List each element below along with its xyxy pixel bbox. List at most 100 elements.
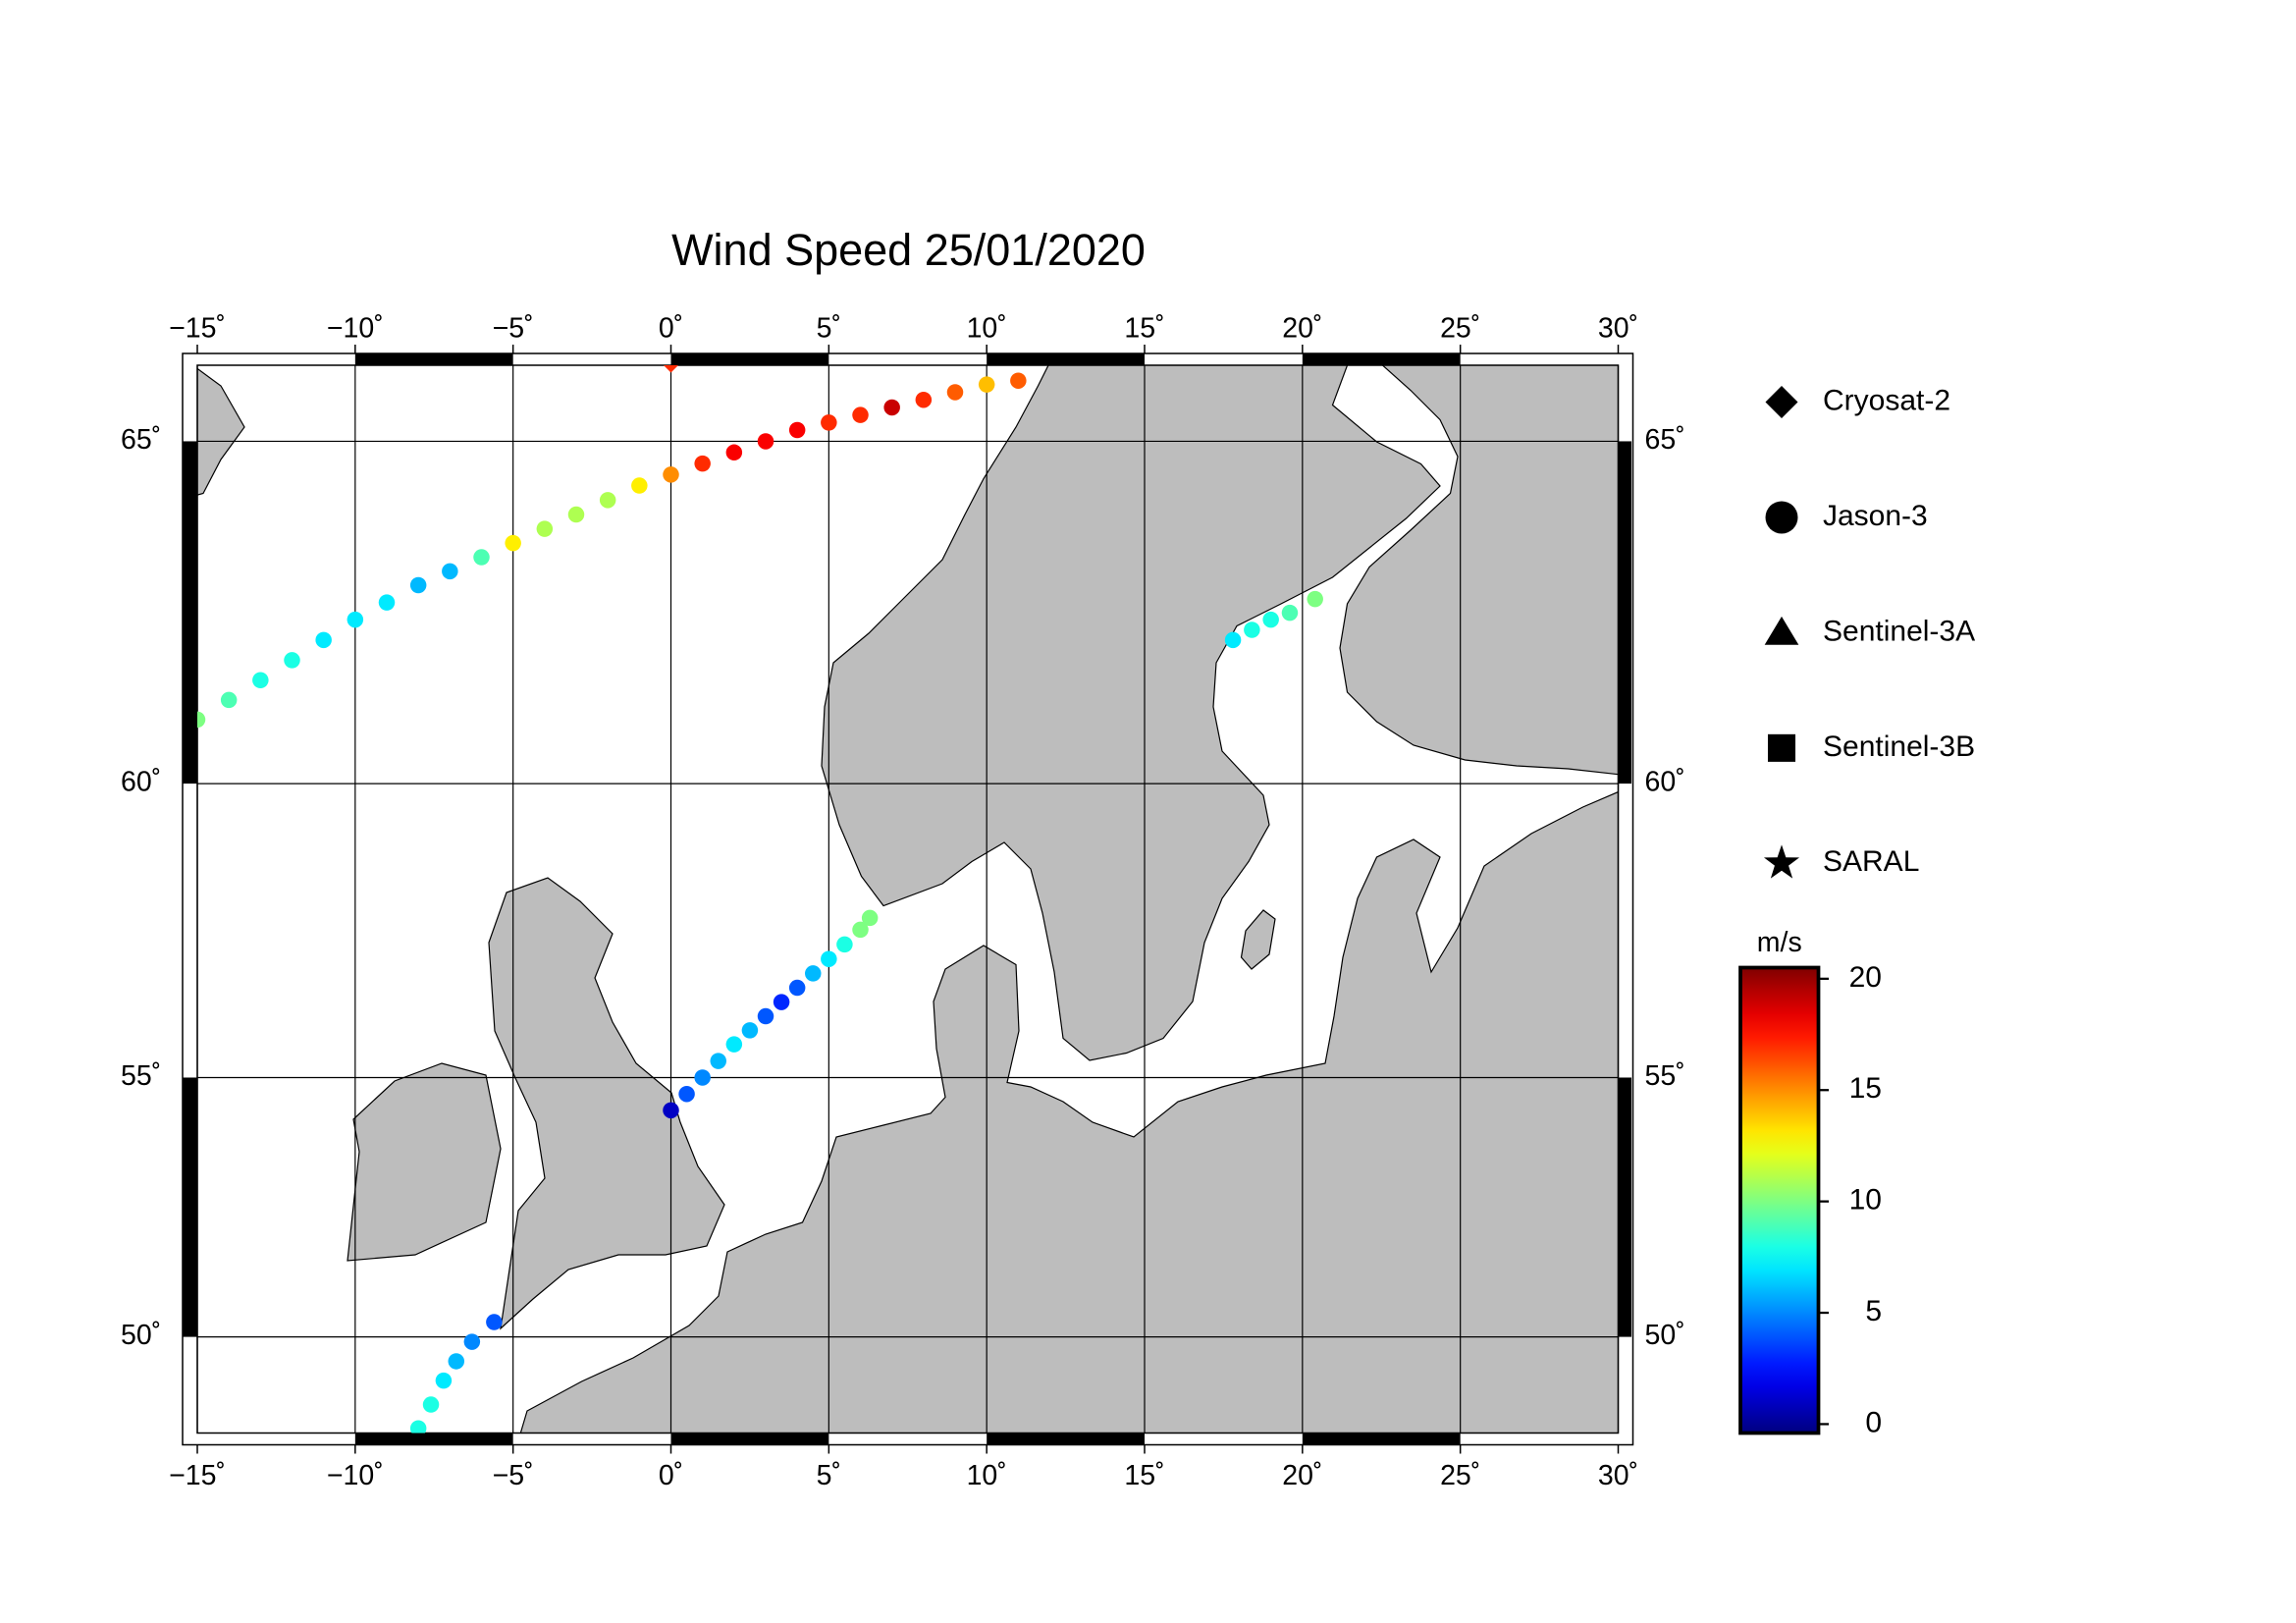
legend-label: SARAL — [1823, 845, 1919, 878]
legend-label: Cryosat-2 — [1823, 384, 1950, 416]
frame-segment — [987, 1433, 1146, 1445]
x-tick-label: 20˚ — [1282, 313, 1322, 345]
data-point — [757, 1007, 774, 1025]
data-point — [1244, 622, 1260, 638]
data-point — [946, 384, 964, 401]
legend-marker — [1767, 733, 1796, 762]
data-point — [978, 376, 995, 393]
data-point — [435, 1372, 453, 1389]
land — [197, 365, 1619, 1434]
y-tick-label: 65˚ — [121, 424, 161, 456]
data-point — [663, 466, 679, 483]
colorbar-tick-label: 5 — [1865, 1295, 1882, 1327]
data-point — [486, 1314, 503, 1330]
grid — [196, 365, 1620, 1434]
data-point — [599, 492, 616, 509]
data-point — [694, 455, 711, 472]
data-point — [567, 506, 585, 523]
y-tick-label: 50˚ — [1645, 1320, 1685, 1351]
land-finland — [1339, 365, 1619, 776]
data-point — [694, 1069, 711, 1086]
data-point — [220, 691, 238, 709]
y-tick-label: 55˚ — [121, 1060, 161, 1092]
data-point — [773, 994, 790, 1010]
frame-segment — [1618, 1077, 1632, 1337]
y-tick-label: 55˚ — [1645, 1060, 1685, 1092]
data-point — [197, 711, 206, 729]
data-point — [663, 1102, 679, 1119]
data-point — [757, 433, 774, 450]
data-point — [378, 594, 396, 611]
data-point — [821, 950, 837, 967]
data-point — [1010, 372, 1027, 389]
x-tick-label: 25˚ — [1440, 313, 1480, 345]
data-point — [315, 631, 332, 649]
land-gotland — [1240, 909, 1276, 970]
legend-marker — [1765, 386, 1798, 418]
x-tick-label: 30˚ — [1598, 313, 1638, 345]
colorbar: m/s 0 5 10 15 20 — [1738, 927, 1882, 1438]
data-point — [422, 1396, 440, 1413]
frame-segment — [1618, 441, 1632, 784]
x-tick-label: 10˚ — [967, 313, 1007, 345]
legend-marker — [1763, 844, 1800, 879]
frame-segment — [670, 353, 829, 365]
data-point — [725, 1036, 743, 1053]
legend-label: Sentinel-3B — [1823, 730, 1975, 763]
land-continent — [519, 790, 1619, 1434]
land-great-britain — [488, 877, 725, 1330]
data-point — [473, 549, 490, 566]
x-tick-label: 20˚ — [1282, 1460, 1322, 1491]
legend-marker — [1765, 501, 1798, 534]
data-point — [664, 365, 679, 373]
x-tick-label: 5˚ — [817, 313, 841, 345]
x-tick-label: 0˚ — [659, 313, 683, 345]
data-point — [883, 399, 900, 416]
legend-label: Sentinel-3A — [1823, 615, 1975, 647]
x-tick-label: −10˚ — [327, 1460, 384, 1491]
data-point — [725, 444, 743, 461]
data-point — [915, 391, 933, 408]
data-point — [442, 563, 458, 580]
data-point — [710, 1053, 727, 1069]
data-point — [631, 477, 648, 494]
data-point — [852, 921, 869, 939]
y-tick-label: 50˚ — [121, 1320, 161, 1351]
data-point — [852, 406, 869, 423]
x-tick-label: 10˚ — [967, 1460, 1007, 1491]
data-point — [741, 1022, 759, 1039]
data-point — [1262, 611, 1279, 628]
x-tick-label: 25˚ — [1440, 1460, 1480, 1491]
frame-segment — [987, 353, 1146, 365]
data-point — [505, 534, 521, 552]
frame-segment — [354, 353, 513, 365]
data-point — [788, 421, 806, 439]
data-point — [836, 936, 853, 953]
x-tick-label: 5˚ — [817, 1460, 841, 1491]
colorbar-tick-label: 10 — [1849, 1184, 1882, 1217]
x-tick-label: −15˚ — [169, 1460, 226, 1491]
x-tick-label: −5˚ — [493, 313, 534, 345]
data-point — [805, 965, 822, 982]
x-tick-label: 30˚ — [1598, 1460, 1638, 1491]
x-tick-label: 15˚ — [1124, 1460, 1164, 1491]
frame-segment — [354, 1433, 513, 1445]
data-point — [463, 1333, 481, 1350]
data-point — [1224, 631, 1242, 649]
frame: −15˚ −15˚ −10˚ −10˚ −5˚ −5˚ 0˚ 0˚ 5˚ 5˚ 10˚ 10˚ 15˚ 1… — [121, 313, 1685, 1492]
legend: Cryosat-2 Jason-3 Sentinel-3A Sentinel-3B SA… — [1763, 384, 1975, 879]
frame-segment — [670, 1433, 829, 1445]
colorbar-fill — [1738, 965, 1821, 1435]
legend-label: Jason-3 — [1823, 500, 1928, 532]
chart-title: Wind Speed 25/01/2020 — [671, 225, 1146, 275]
x-tick-label: −15˚ — [169, 313, 226, 345]
data-point — [347, 611, 364, 628]
frame-inner — [196, 364, 1620, 1434]
y-tick-label: 65˚ — [1645, 424, 1685, 456]
land-scandinavia — [821, 365, 1441, 1061]
frame-segment — [1302, 353, 1461, 365]
data-point — [678, 1085, 695, 1103]
data-point — [1281, 604, 1299, 622]
legend-marker — [1764, 616, 1799, 645]
